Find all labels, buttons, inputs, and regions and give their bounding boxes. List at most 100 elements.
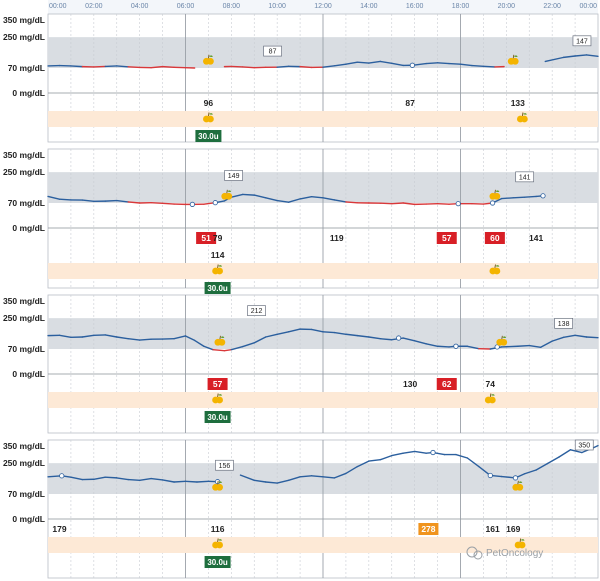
- value-callout-text: 156: [219, 463, 231, 470]
- meal-band-apple-icon: [212, 538, 223, 549]
- value-callout-box: [515, 171, 535, 183]
- glucose-curve: [116, 477, 129, 481]
- glucose-curve-low: [127, 201, 141, 204]
- meal-band-apple-icon: [514, 538, 526, 549]
- glucose-curve: [455, 453, 469, 459]
- glucose-curve: [592, 444, 599, 449]
- glucose-curve-low: [93, 65, 106, 68]
- glucose-curve: [58, 198, 72, 201]
- reading-marker: [540, 193, 546, 199]
- glucose-curve: [333, 199, 347, 203]
- glucose-curve: [322, 197, 336, 201]
- reading-value: 87: [405, 98, 415, 108]
- meal-apple-icon: [221, 189, 233, 200]
- glucose-curve: [253, 479, 267, 483]
- glucose-curve: [310, 328, 324, 333]
- apple-right: [207, 57, 214, 65]
- reading-value: 60: [490, 233, 500, 243]
- apple-right: [493, 267, 501, 275]
- glucose-curve: [345, 465, 359, 475]
- meal-apple-icon: [212, 480, 223, 491]
- glucose-curve: [184, 335, 196, 342]
- glucose-curve: [253, 336, 267, 344]
- glucose-curve: [287, 476, 301, 481]
- glucose-curve: [356, 334, 370, 338]
- reading-value: 114: [211, 250, 225, 260]
- glucose-curve-low: [436, 202, 450, 205]
- glucose-curve: [402, 450, 416, 454]
- glucose-curve: [70, 476, 84, 481]
- apple-stem: [519, 538, 522, 543]
- reading-value: 169: [506, 524, 520, 534]
- glucose-curve: [127, 478, 141, 481]
- y-axis-label: 350 mg/dL: [3, 441, 45, 451]
- apple-stem: [207, 54, 210, 59]
- glucose-curve-low: [242, 66, 255, 69]
- reading-marker: [455, 201, 461, 207]
- glucose-curve: [379, 60, 393, 65]
- glucose-curve: [104, 476, 118, 479]
- apple-stem: [512, 54, 515, 59]
- glucose-curve: [310, 195, 324, 199]
- reading-value: 130: [403, 379, 417, 389]
- value-callout-box: [572, 35, 592, 47]
- apple-stem: [217, 538, 219, 543]
- time-tick-label: 04:00: [131, 3, 149, 10]
- glucose-curve: [523, 195, 537, 198]
- apple-leaf: [518, 481, 523, 483]
- glucose-curve: [242, 342, 255, 348]
- glucose-curve-low: [223, 348, 233, 352]
- y-axis-label: 350 mg/dL: [3, 296, 45, 306]
- glucose-curve: [413, 340, 427, 345]
- apple-leaf: [520, 539, 525, 541]
- value-callout-text: 138: [558, 321, 570, 328]
- low-reading-badge: [436, 232, 457, 244]
- apple-right: [225, 192, 233, 200]
- time-tick-label: 02:00: [85, 3, 103, 10]
- apple-stem: [217, 264, 219, 269]
- glucose-curve: [138, 477, 152, 481]
- apple-leaf: [218, 481, 223, 483]
- glucose-curve: [322, 331, 336, 334]
- reading-marker: [512, 475, 519, 481]
- glucose-curve: [574, 54, 588, 57]
- reading-value: 133: [511, 98, 525, 108]
- glucose-curve-low: [230, 65, 244, 68]
- time-tick-label: 14:00: [360, 3, 378, 10]
- glucose-curve: [287, 198, 301, 203]
- apple-leaf: [513, 55, 518, 57]
- apple-right: [207, 115, 214, 123]
- apple-right: [511, 57, 519, 65]
- apple-leaf: [522, 113, 527, 115]
- glucose-curve: [276, 65, 290, 68]
- apple-right: [516, 483, 524, 491]
- glucose-curve: [356, 61, 370, 64]
- apple-stem: [207, 112, 210, 117]
- glucose-curve: [333, 331, 347, 335]
- glucose-curve-low: [299, 65, 313, 69]
- glucose-curve-low: [127, 66, 141, 69]
- day-panel: 350 mg/dL 250 mg/dL 70 mg/dL 0 mg/dL 149 141 5…: [3, 148, 599, 294]
- high-reading-badge: [418, 523, 439, 535]
- glucose-curve: [265, 481, 278, 484]
- glucose-curve: [345, 61, 359, 65]
- value-callout-text: 149: [228, 173, 240, 180]
- meal-band-apple-icon: [212, 264, 223, 275]
- apple-leaf: [495, 265, 500, 267]
- glucose-curve: [569, 449, 583, 454]
- reading-value: 278: [421, 524, 435, 534]
- apple-leaf: [209, 113, 213, 115]
- apple-right: [216, 396, 223, 404]
- time-tick-label: 10:00: [268, 3, 286, 10]
- glucose-curve: [58, 334, 72, 339]
- reading-value: 179: [52, 524, 66, 534]
- apple-stem: [219, 335, 221, 340]
- low-reading-badge: [436, 378, 457, 390]
- reading-marker: [487, 472, 493, 479]
- glucose-curve: [70, 65, 84, 68]
- glucose-curve: [402, 337, 416, 342]
- glucose-curve: [276, 331, 290, 335]
- y-axis-label: 70 mg/dL: [8, 489, 45, 499]
- glucose-curve: [104, 199, 118, 202]
